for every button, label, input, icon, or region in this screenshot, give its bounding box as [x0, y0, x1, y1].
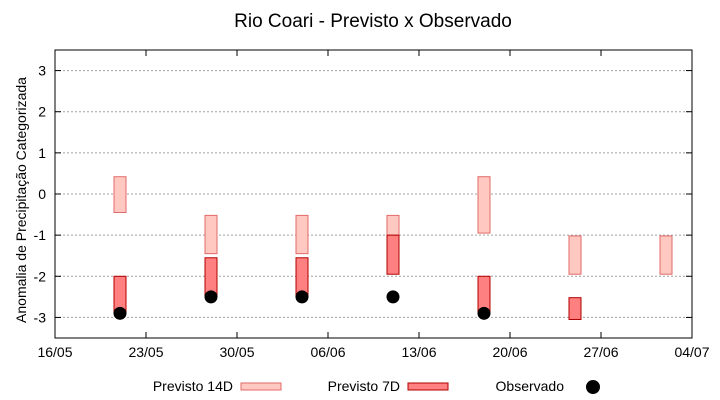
observado-point: [295, 290, 309, 304]
y-tick-label: 2: [38, 104, 46, 120]
y-tick-label: 0: [38, 186, 46, 202]
axes: -3 -2 -1 0 1 2 3 16/05 23/05 30/05 06/06 13/06 20/06…: [34, 50, 710, 360]
legend-label: Previsto 7D: [328, 378, 400, 394]
y-tick-label: 3: [38, 63, 46, 79]
previsto-14d-bar: [295, 214, 309, 255]
previsto-14d-bar: [113, 176, 127, 214]
legend-swatch-previsto-7d: [407, 382, 449, 391]
x-tick-label: 04/07: [674, 344, 709, 360]
chart-title: Rio Coari - Previsto x Observado: [234, 11, 512, 32]
x-tick-label: 30/05: [219, 344, 254, 360]
legend: Previsto 14D Previsto 7D Observado: [153, 378, 600, 394]
x-tick-label: 27/06: [583, 344, 618, 360]
previsto-14d-bar: [204, 214, 218, 255]
previsto-14d-bar: [386, 214, 400, 236]
series-layer: [113, 176, 673, 320]
legend-label: Previsto 14D: [153, 378, 233, 394]
x-tick-label: 20/06: [492, 344, 527, 360]
grid: [55, 70, 692, 318]
observado-point: [477, 306, 491, 320]
previsto-7d-bar: [568, 297, 582, 320]
legend-label: Observado: [496, 378, 565, 394]
y-tick-label: 1: [38, 145, 46, 161]
observado-point: [386, 290, 400, 304]
legend-swatch-observado: [586, 380, 600, 394]
observado-point: [204, 290, 218, 304]
y-axis-label: Anomalia de Precipitação Categorizada: [13, 77, 29, 323]
observado-point: [113, 306, 127, 320]
previsto-7d-bar: [386, 234, 400, 275]
previsto-14d-bar: [568, 235, 582, 275]
legend-swatch-previsto-14d: [240, 382, 282, 391]
x-tick-label: 23/05: [128, 344, 163, 360]
y-tick-label: -3: [34, 309, 47, 325]
previsto-14d-bar: [659, 235, 673, 275]
x-tick-label: 06/06: [310, 344, 345, 360]
x-tick-label: 16/05: [37, 344, 72, 360]
x-tick-label: 13/06: [401, 344, 436, 360]
previsto-14d-bar: [477, 176, 491, 234]
y-tick-label: -2: [34, 268, 47, 284]
y-tick-label: -1: [34, 227, 47, 243]
